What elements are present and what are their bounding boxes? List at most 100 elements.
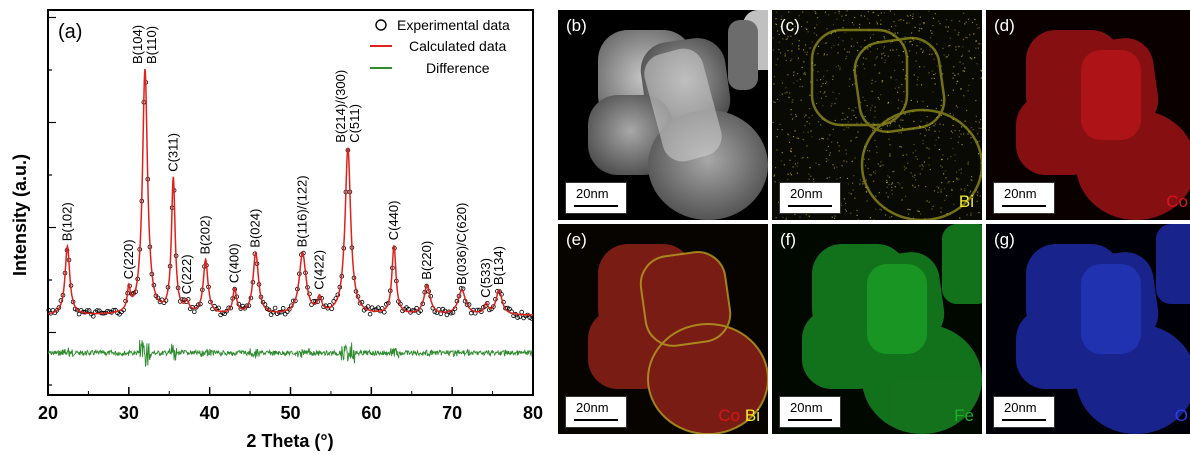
bi-signal-dot [886,125,888,127]
bi-signal-dot [890,76,892,78]
bi-signal-dot [863,158,865,160]
bi-signal-dot [833,167,836,169]
bi-signal-dot [936,186,938,188]
bi-signal-dot [802,11,804,13]
bi-signal-dot [854,83,856,85]
bi-signal-dot [922,51,924,53]
bi-signal-dot [894,121,896,123]
bi-signal-dot [894,69,896,72]
bi-signal-dot [899,183,901,185]
bi-signal-dot [959,61,961,63]
bi-signal-dot [811,62,813,64]
bi-signal-dot [887,196,889,198]
bi-signal-dot [837,44,839,46]
bi-signal-dot [870,107,872,109]
bi-signal-dot [919,125,921,127]
bi-signal-dot [933,190,935,192]
bi-signal-dot [807,157,809,159]
bi-signal-dot [929,49,931,51]
bi-signal-dot [966,109,968,112]
bi-signal-dot [790,109,792,111]
bi-signal-dot [970,190,972,192]
bi-signal-dot [893,13,895,15]
bi-signal-dot [848,51,850,53]
bi-signal-dot [845,210,847,212]
bi-signal-dot [859,183,861,185]
bi-signal-dot [870,174,872,176]
data-point [84,308,90,313]
bi-signal-dot [814,64,816,66]
bi-signal-dot [920,213,922,215]
bi-signal-dot [869,174,871,176]
bi-signal-dot [890,77,892,79]
bi-signal-dot [823,54,825,56]
bi-signal-dot [971,58,973,60]
bi-signal-dot [868,122,870,124]
bi-signal-dot [831,141,833,143]
bi-signal-dot [915,156,917,158]
x-tick-label: 60 [361,403,381,423]
bi-signal-dot [846,10,848,12]
bi-signal-dot [791,30,793,32]
bi-signal-dot [777,128,779,131]
bi-signal-dot [874,106,876,108]
bi-signal-dot [979,118,982,121]
bi-signal-dot [884,206,886,209]
bi-signal-dot [947,30,949,32]
bi-signal-dot [823,119,825,121]
edx-panel-haadf: (b) 20nm [558,10,768,220]
y-axis-ticks [48,16,56,386]
bi-signal-dot [920,120,922,122]
bi-signal-dot [884,55,886,57]
bi-signal-dot [856,42,858,44]
bi-signal-dot [916,79,919,81]
bi-signal-dot [889,153,891,155]
bi-signal-dot [941,182,943,184]
bi-signal-dot [831,103,833,105]
bi-signal-dot [945,26,947,28]
bi-signal-dot [887,102,889,105]
bi-signal-dot [889,144,891,146]
bi-signal-dot [888,29,890,31]
bi-signal-dot [793,82,795,84]
bi-signal-dot [815,162,817,164]
bi-signal-dot [822,138,824,140]
bi-signal-dot [797,137,800,140]
bi-signal-dot [856,209,858,212]
bi-signal-dot [950,130,952,132]
bi-signal-dot [804,73,806,75]
data-point [410,308,415,313]
data-point [367,311,373,317]
bi-signal-dot [935,53,937,55]
bi-signal-dot [917,210,919,212]
bi-signal-dot [963,200,965,202]
bi-signal-dot [938,187,940,189]
bi-signal-dot [832,91,834,93]
bi-signal-dot [871,79,873,81]
bi-signal-dot [784,55,786,57]
bi-signal-dot [951,188,953,190]
peak-label: B(104) [130,25,145,64]
bi-signal-dot [810,175,812,177]
bi-signal-dot [981,51,982,54]
bi-signal-dot [971,176,973,178]
bi-signal-dot [790,35,792,37]
bi-signal-dot [871,90,873,92]
bi-signal-dot [928,72,930,74]
bi-signal-dot [972,194,975,196]
bi-signal-dot [877,41,879,43]
bi-signal-dot [904,41,906,43]
bi-signal-dot [913,39,915,41]
bi-signal-dot [806,21,808,23]
bi-signal-dot [974,18,976,21]
bi-signal-dot [828,14,830,16]
bi-signal-dot [868,43,870,45]
bi-signal-dot [882,47,885,49]
bi-signal-dot [834,12,836,14]
bi-signal-dot [900,113,902,115]
bi-signal-dot [894,186,896,188]
bi-signal-dot [967,161,969,163]
bi-signal-dot [819,91,821,93]
bi-signal-dot [803,116,806,118]
bi-signal-dot [875,195,877,197]
